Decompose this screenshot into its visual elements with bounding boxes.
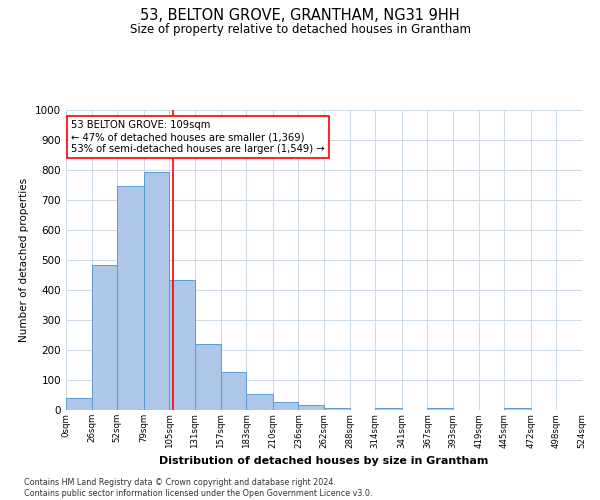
- X-axis label: Distribution of detached houses by size in Grantham: Distribution of detached houses by size …: [160, 456, 488, 466]
- Bar: [504, 408, 531, 410]
- Text: 53 BELTON GROVE: 109sqm
← 47% of detached houses are smaller (1,369)
53% of semi: 53 BELTON GROVE: 109sqm ← 47% of detache…: [71, 120, 325, 154]
- Bar: [117, 186, 144, 410]
- Bar: [66, 398, 92, 410]
- Bar: [273, 402, 298, 410]
- Text: 53, BELTON GROVE, GRANTHAM, NG31 9HH: 53, BELTON GROVE, GRANTHAM, NG31 9HH: [140, 8, 460, 22]
- Bar: [221, 372, 246, 410]
- Bar: [324, 408, 350, 410]
- Bar: [92, 264, 117, 410]
- Y-axis label: Number of detached properties: Number of detached properties: [19, 178, 29, 342]
- Text: Size of property relative to detached houses in Grantham: Size of property relative to detached ho…: [130, 22, 470, 36]
- Text: Contains HM Land Registry data © Crown copyright and database right 2024.
Contai: Contains HM Land Registry data © Crown c…: [24, 478, 373, 498]
- Bar: [375, 408, 402, 410]
- Bar: [246, 394, 273, 410]
- Bar: [195, 344, 221, 410]
- Bar: [298, 405, 324, 410]
- Bar: [169, 280, 195, 410]
- Bar: [144, 172, 169, 410]
- Bar: [427, 408, 453, 410]
